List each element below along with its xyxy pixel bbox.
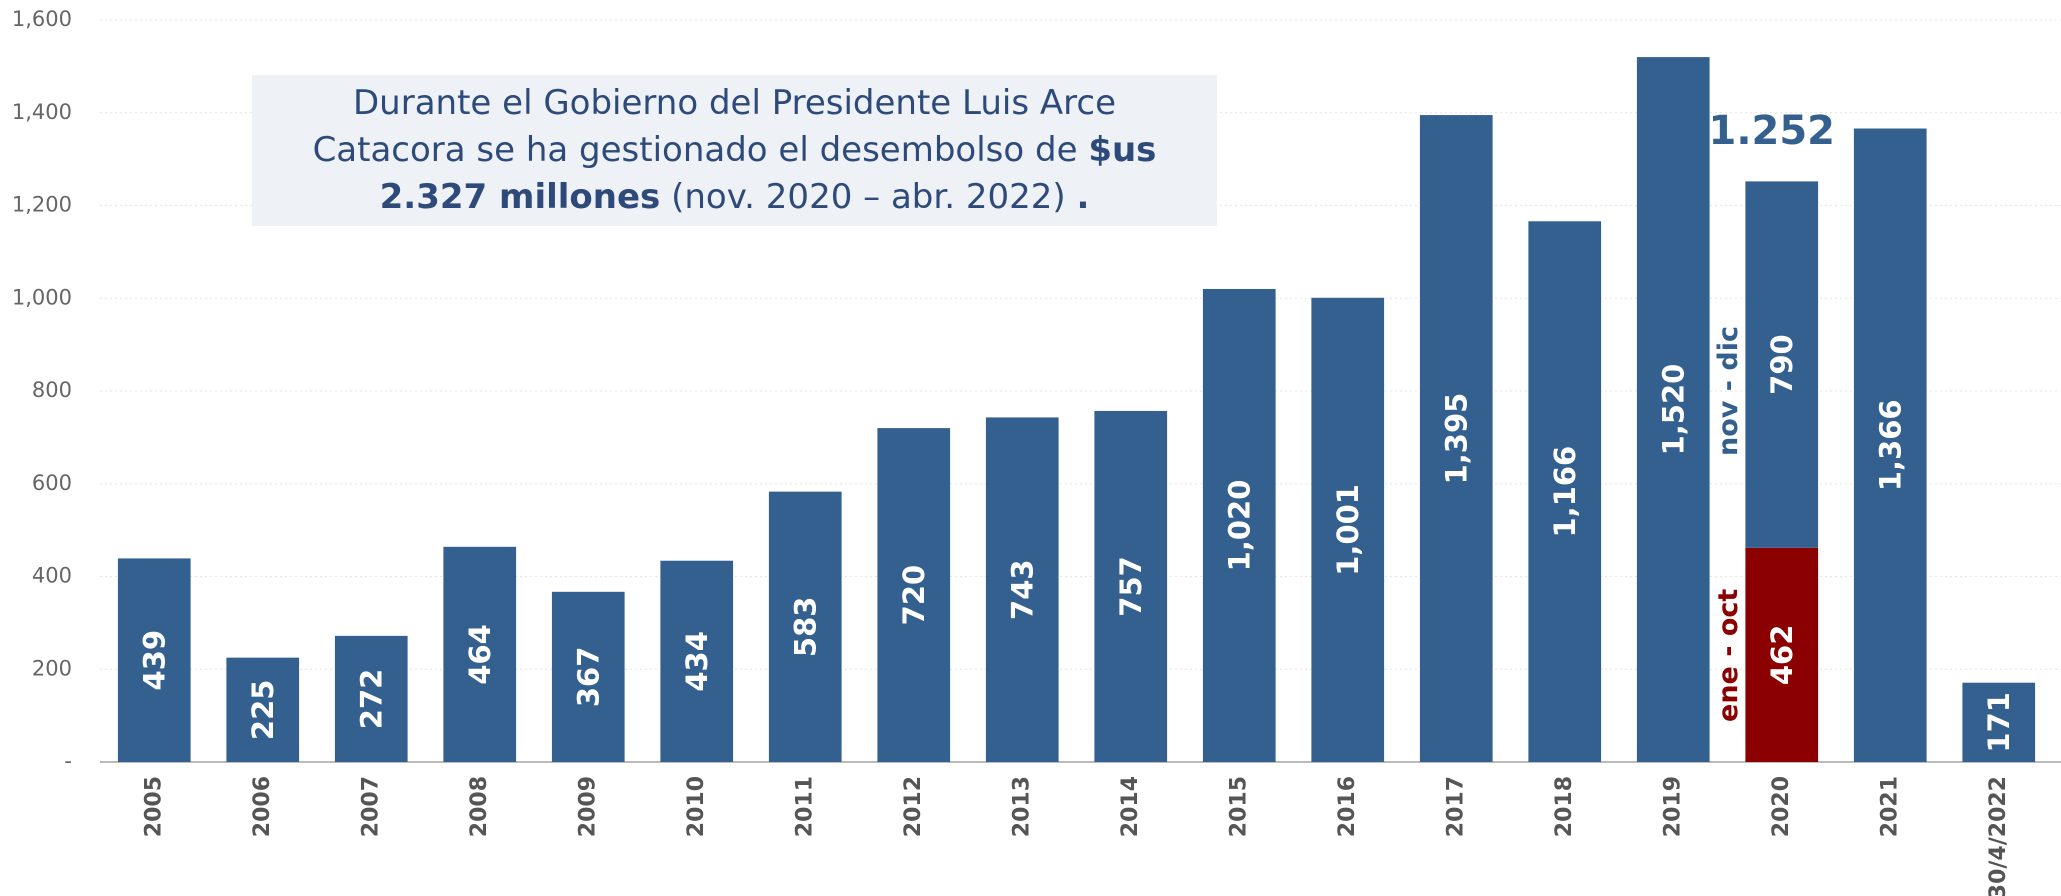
data-label: 272 bbox=[354, 669, 388, 730]
data-label: 171 bbox=[1982, 692, 2016, 753]
y-tick-label: - bbox=[64, 749, 72, 773]
data-label: 583 bbox=[788, 597, 822, 658]
data-label: 757 bbox=[1114, 556, 1148, 617]
x-tick-label: 2016 bbox=[1335, 776, 1360, 837]
x-tick-label: 2014 bbox=[1118, 776, 1143, 837]
x-tick-label: 2013 bbox=[1009, 776, 1034, 837]
data-label: 1,395 bbox=[1439, 393, 1473, 485]
text-box: Durante el Gobierno del Presidente Luis … bbox=[252, 75, 1217, 226]
x-tick-label: 2021 bbox=[1877, 776, 1902, 837]
y-tick-label: 1,400 bbox=[12, 100, 72, 124]
data-label: 743 bbox=[1005, 559, 1039, 620]
x-tick-label: 2012 bbox=[901, 776, 926, 837]
data-label: 1,520 bbox=[1656, 364, 1690, 456]
data-label: 1,001 bbox=[1331, 484, 1365, 576]
data-label: 1,166 bbox=[1548, 446, 1582, 538]
data-label: 464 bbox=[463, 624, 497, 685]
data-label: 367 bbox=[571, 647, 605, 708]
x-tick-label: 2005 bbox=[141, 776, 166, 837]
y-tick-label: 1,000 bbox=[12, 285, 72, 309]
y-tick-label: 1,200 bbox=[12, 193, 72, 217]
y-tick-label: 200 bbox=[32, 656, 72, 680]
data-label: 720 bbox=[897, 565, 931, 626]
data-label: 439 bbox=[137, 630, 171, 691]
data-label: 462 bbox=[1765, 625, 1799, 686]
x-tick-label: 2017 bbox=[1443, 776, 1468, 837]
y-tick-label: 600 bbox=[32, 471, 72, 495]
annotation: nov - dic bbox=[1713, 326, 1744, 456]
data-label: 1,020 bbox=[1222, 480, 1256, 572]
data-label: 790 bbox=[1765, 334, 1799, 395]
y-tick-label: 1,600 bbox=[12, 7, 72, 31]
text-box-part: Durante el Gobierno del Presidente Luis … bbox=[313, 83, 1116, 170]
x-tick-label: 2009 bbox=[575, 776, 600, 837]
data-label: 434 bbox=[680, 631, 714, 692]
page: - 200 400 600 800 1,000 1,200 1,400 1,600 2005 439… bbox=[0, 0, 2061, 896]
data-label: 225 bbox=[246, 680, 280, 741]
annotation: 1.252 bbox=[1708, 108, 1835, 154]
y-tick-label: 800 bbox=[32, 378, 72, 402]
x-tick-label: 2007 bbox=[358, 776, 383, 837]
x-tick-label: 2015 bbox=[1226, 776, 1251, 837]
y-tick-label: 400 bbox=[32, 564, 72, 588]
x-tick-label: 2020 bbox=[1769, 776, 1794, 837]
x-tick-label: 2019 bbox=[1660, 776, 1685, 837]
text-box-part: . bbox=[1076, 177, 1089, 217]
annotation: ene - oct bbox=[1713, 589, 1744, 722]
x-tick-label: 2010 bbox=[684, 776, 709, 837]
text-box-content: Durante el Gobierno del Presidente Luis … bbox=[272, 80, 1197, 221]
x-tick-label: 2018 bbox=[1552, 776, 1577, 837]
x-tick-label: 2008 bbox=[467, 776, 492, 837]
x-tick-label: 2011 bbox=[792, 776, 817, 837]
x-tick-label: 2006 bbox=[250, 776, 275, 837]
data-label: 1,366 bbox=[1873, 399, 1907, 491]
text-box-part: (nov. 2020 – abr. 2022) bbox=[660, 177, 1076, 217]
x-tick-label: 30/4/2022 bbox=[1986, 776, 2011, 896]
